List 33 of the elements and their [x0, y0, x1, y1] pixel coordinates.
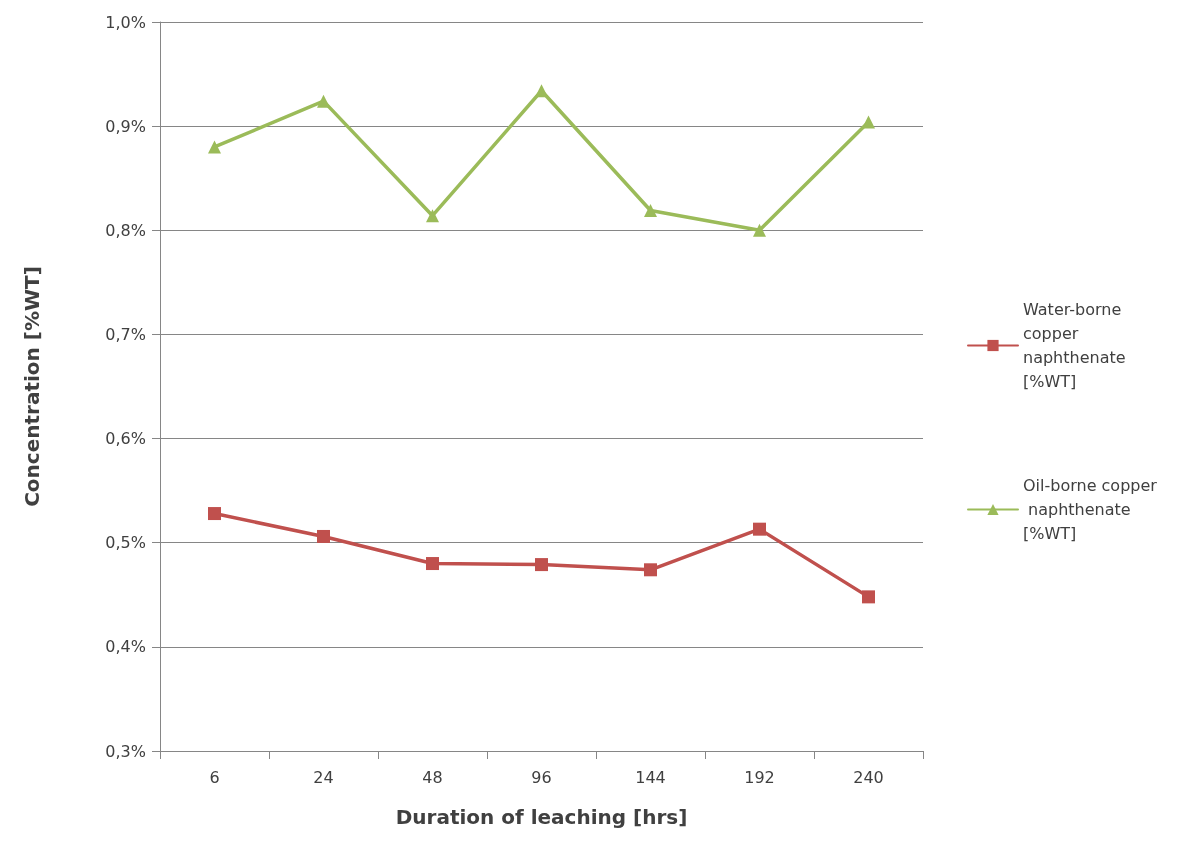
point [862, 115, 875, 129]
x-tick-label: 144 [635, 767, 666, 787]
point [317, 94, 330, 108]
point [426, 557, 439, 571]
point [644, 204, 657, 217]
x-tick-label: 240 [853, 767, 884, 787]
x-axis-title: Duration of leaching [hrs] [395, 805, 688, 829]
point [208, 140, 221, 154]
point [535, 84, 548, 98]
x-tick-label: 192 [744, 767, 775, 787]
y-tick-label: 1,0% [105, 12, 146, 32]
point [426, 209, 439, 223]
y-tick-label: 0,7% [105, 324, 146, 344]
y-tick-label: 0,6% [105, 429, 146, 449]
point [753, 223, 766, 237]
y-tick-label: 0,5% [105, 533, 146, 553]
y-axis-title: Concentration [%WT] [20, 266, 44, 507]
point [753, 522, 766, 536]
point [862, 590, 875, 604]
y-tick-label: 0,4% [105, 637, 146, 657]
y-tick-label: 0,8% [105, 220, 146, 240]
x-tick-label: 24 [313, 767, 334, 787]
x-tick-label: 6 [209, 767, 220, 787]
point [535, 558, 548, 572]
point [208, 507, 221, 521]
point [317, 529, 330, 543]
legend-label: Water-borne copper naphthenate [%WT] [1023, 300, 1131, 391]
x-tick-label: 96 [531, 767, 552, 787]
y-tick-label: 0,3% [105, 741, 146, 761]
legend-label: Oil-borne copper naphthenate [%WT] [1023, 476, 1158, 543]
y-tick-label: 0,9% [105, 116, 146, 136]
x-tick-label: 48 [422, 767, 443, 787]
point [644, 563, 657, 577]
